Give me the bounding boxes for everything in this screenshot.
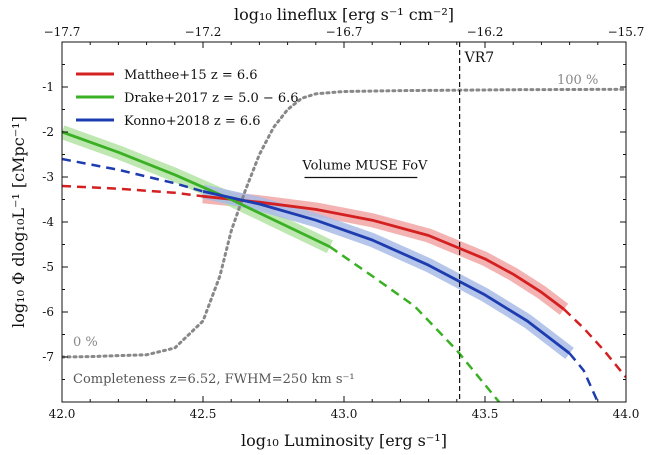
plot-area bbox=[62, 87, 626, 402]
completeness-0-label: 0 % bbox=[73, 335, 98, 350]
x-axis-title: log₁₀ Luminosity [erg s⁻¹] bbox=[241, 431, 447, 450]
y-tick-label: -2 bbox=[42, 125, 54, 139]
legend-label-matthee: Matthee+15 z = 6.6 bbox=[124, 68, 258, 83]
x-tick-label: 42.0 bbox=[49, 407, 76, 421]
x-tick-label: 42.5 bbox=[190, 407, 217, 421]
legend-label-konno: Konno+2018 z = 6.6 bbox=[124, 114, 261, 129]
axes-ticks: 42.0 −17.7 42.5 −17.2 43.0 −16.7 43.5 −16.2 44.0… bbox=[42, 25, 644, 421]
y-tick-label: -3 bbox=[42, 170, 54, 184]
series-tail-0 bbox=[563, 308, 626, 379]
y-tick-label: -7 bbox=[42, 350, 54, 364]
y-tick-label: -5 bbox=[42, 260, 54, 274]
series-line-2 bbox=[202, 190, 571, 355]
series-line-0 bbox=[202, 194, 565, 311]
y-axis-title: log₁₀ Φ dlog₁₀L⁻¹ [cMpc⁻¹] bbox=[9, 116, 28, 328]
muse-fov-label: Volume MUSE FoV bbox=[301, 159, 428, 174]
x2-tick-label: −16.7 bbox=[326, 25, 363, 39]
x-tick-label: 43.0 bbox=[331, 407, 358, 421]
completeness-100-label: 100 % bbox=[557, 73, 598, 88]
series-line-1 bbox=[62, 130, 331, 249]
x2-tick-label: −17.7 bbox=[44, 25, 81, 39]
x-tick-label: 44.0 bbox=[613, 407, 640, 421]
series-dashed-0 bbox=[62, 184, 204, 198]
legend: Matthee+15 z = 6.6 Drake+2017 z = 5.0 − … bbox=[76, 68, 299, 129]
completeness-caption: Completeness z=6.52, FWHM=250 km s⁻¹ bbox=[73, 372, 355, 387]
x2-tick-label: −17.2 bbox=[185, 25, 222, 39]
y-tick-label: -6 bbox=[42, 305, 54, 319]
top-axis-title: log₁₀ lineflux [erg s⁻¹ cm⁻²] bbox=[234, 5, 454, 24]
completeness-curve bbox=[62, 87, 626, 359]
y-tick-label: -1 bbox=[42, 80, 54, 94]
x-tick-label: 43.5 bbox=[472, 407, 499, 421]
y-tick-label: -4 bbox=[42, 215, 54, 229]
series-tail-2 bbox=[568, 352, 599, 402]
x2-tick-label: −15.7 bbox=[608, 25, 645, 39]
vr7-label: VR7 bbox=[464, 50, 495, 66]
x2-tick-label: −16.2 bbox=[467, 25, 504, 39]
series-tail-1 bbox=[329, 245, 501, 402]
legend-label-drake: Drake+2017 z = 5.0 − 6.6 bbox=[124, 91, 299, 106]
